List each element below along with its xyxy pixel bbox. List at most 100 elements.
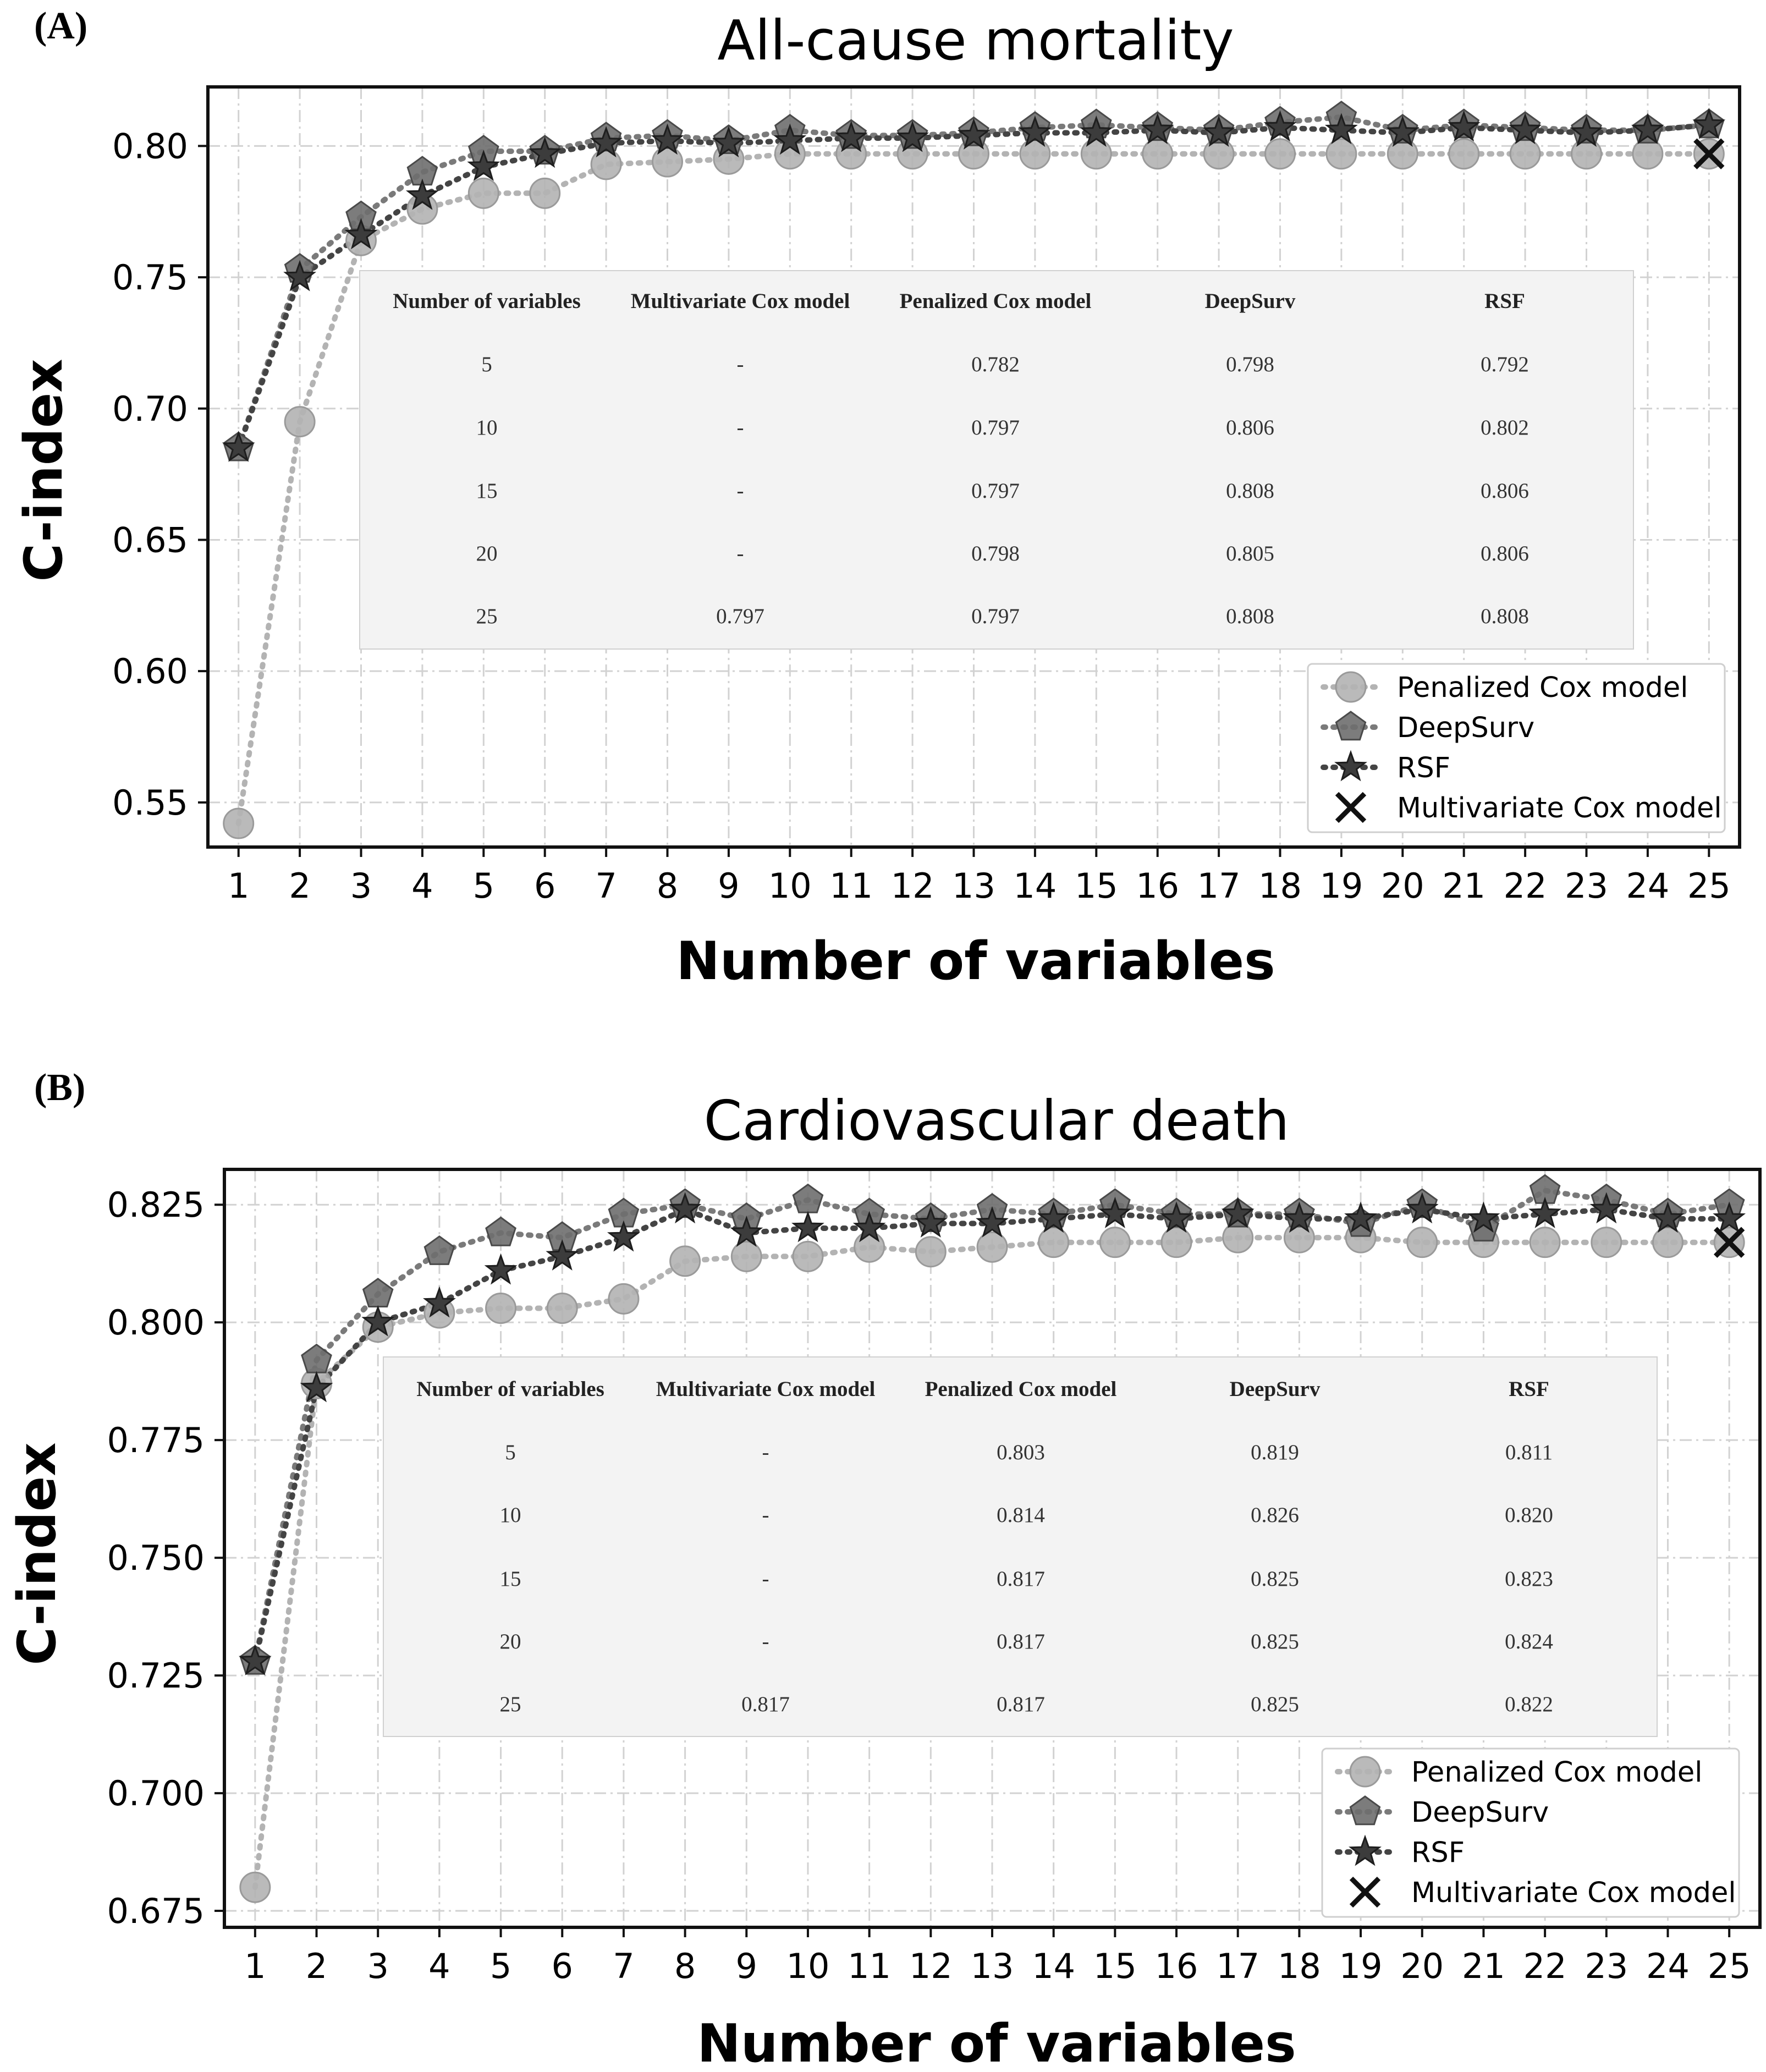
table-cell: 0.797: [716, 604, 764, 628]
penalized-cox-model-point: [669, 1245, 701, 1277]
legend-marker-penalized-cox-model: [1349, 1756, 1381, 1788]
legend-item-deepsurv: DeepSurv: [1335, 1795, 1549, 1829]
x-tick-label: 15: [1075, 866, 1118, 906]
table-cell: -: [762, 1441, 769, 1464]
penalized-cox-model-point: [485, 1292, 517, 1324]
rsf-point: [484, 1253, 518, 1285]
table-header-cell: Number of variables: [416, 1377, 604, 1401]
legend-label: Multivariate Cox model: [1397, 792, 1722, 825]
x-tick-label: 24: [1626, 866, 1669, 906]
y-tick-label: 0.750: [107, 1538, 205, 1578]
y-tick-label: 0.725: [107, 1656, 205, 1696]
x-tick-label: 11: [848, 1946, 891, 1986]
x-tick-label: 14: [1032, 1946, 1075, 1986]
penalized-cox-model-point: [1652, 1227, 1684, 1258]
table-cell: 10: [500, 1503, 521, 1527]
legend-marker-rsf: [1349, 1834, 1382, 1866]
legend-item-penalized-cox-model: Penalized Cox model: [1321, 671, 1688, 704]
panel-a-x-axis-label: Number of variables: [676, 931, 1275, 992]
penalized-cox-model-point: [854, 1231, 885, 1263]
x-tick-label: 2: [289, 866, 310, 906]
legend-label: Penalized Cox model: [1411, 1756, 1702, 1789]
rsf-point: [1098, 1196, 1132, 1228]
penalized-cox-model-point: [1080, 138, 1112, 170]
penalized-cox-model-point: [1160, 1227, 1192, 1258]
rsf-point: [238, 1644, 272, 1675]
table-cell: 0.808: [1226, 479, 1274, 503]
table-cell: 0.825: [1251, 1692, 1299, 1716]
table-row: 10 - 0.814 0.826 0.820: [500, 1503, 1553, 1527]
y-tick-label: 0.70: [112, 389, 188, 429]
penalized-cox-model-point: [608, 1283, 640, 1315]
x-tick-label: 23: [1565, 866, 1608, 906]
panel-a-series-markers: [222, 101, 1726, 839]
rsf-point: [773, 123, 807, 155]
panel-b: (B) Cardiovascular death 1 2 3 4 5 6 7 8 9 10 11 12…: [7, 1067, 1762, 2072]
rsf-series: [222, 107, 1726, 462]
x-tick-label: 25: [1708, 1946, 1751, 1986]
legend-marker-deepsurv: [1335, 711, 1367, 741]
table-cell: 20: [476, 542, 498, 565]
x-tick-label: 24: [1646, 1946, 1690, 1986]
x-tick-label: 1: [228, 866, 249, 906]
table-row: 20 - 0.798 0.805 0.806: [476, 542, 1529, 565]
x-tick-label: 10: [768, 866, 812, 906]
table-header-cell: Penalized Cox model: [925, 1377, 1117, 1401]
x-tick-label: 3: [350, 866, 372, 906]
deepsurv-point: [485, 1216, 516, 1246]
x-tick-label: 1: [244, 1946, 266, 1986]
x-tick-label: 19: [1339, 1946, 1383, 1986]
panel-b-y-axis-label: C-index: [7, 1442, 68, 1665]
penalized-cox-model-series: [223, 138, 1725, 839]
legend-item-rsf: RSF: [1321, 750, 1450, 784]
table-cell: 0.823: [1505, 1567, 1553, 1591]
table-background: [359, 270, 1634, 650]
panel-a-label: (A): [34, 5, 87, 47]
x-tick-label: 9: [718, 866, 739, 906]
rsf-point: [1018, 116, 1052, 147]
x-tick-label: 8: [674, 1946, 696, 1986]
x-tick-label: 20: [1400, 1946, 1444, 1986]
y-tick-label: 0.675: [107, 1891, 205, 1931]
penalized-cox-model-point: [915, 1236, 947, 1268]
panel-a-plot: 1 2 3 4 5 6 7 8 9 10 11 12 13 14 15 16 17 18 19 20 21 22 23 24 2…: [112, 85, 1741, 906]
x-tick-label: 22: [1523, 1946, 1567, 1986]
table-row: 25 0.817 0.817 0.825 0.822: [500, 1692, 1553, 1716]
rsf-point: [1202, 116, 1236, 147]
rsf-point: [1037, 1201, 1070, 1233]
table-cell: 25: [500, 1692, 521, 1716]
panel-a-y-ticks: 0.55 0.60 0.65 0.70 0.75 0.80: [112, 126, 208, 823]
legend-label: DeepSurv: [1397, 712, 1534, 744]
table-cell: 0.817: [997, 1692, 1045, 1716]
x-tick-label: 12: [909, 1946, 953, 1986]
legend-label: Penalized Cox model: [1397, 672, 1688, 704]
legend-box: [1307, 663, 1726, 833]
rsf-point: [1713, 1201, 1746, 1233]
table-cell: 15: [500, 1567, 521, 1591]
rsf-point: [791, 1211, 824, 1243]
x-tick-label: 25: [1687, 866, 1731, 906]
panel-a-y-axis-label: C-index: [14, 359, 74, 581]
x-tick-label: 14: [1013, 866, 1057, 906]
penalized-cox-model-point: [976, 1231, 1008, 1263]
x-tick-label: 5: [490, 1946, 511, 1986]
table-header-cell: DeepSurv: [1230, 1377, 1321, 1401]
table-cell: 0.820: [1505, 1503, 1553, 1527]
x-tick-label: 2: [306, 1946, 327, 1986]
penalized-cox-model-point: [1142, 138, 1174, 170]
rsf-point: [422, 1286, 456, 1318]
rsf-point: [834, 120, 868, 152]
panel-a-title: All-cause mortality: [717, 8, 1234, 73]
rsf-point: [1221, 1196, 1255, 1228]
x-tick-label: 13: [952, 866, 995, 906]
legend-box: [1321, 1747, 1740, 1918]
rsf-point: [1509, 113, 1542, 145]
table-cell: -: [762, 1630, 769, 1653]
table-row: 25 0.797 0.797 0.808 0.808: [476, 604, 1529, 628]
penalized-cox-model-point: [1325, 138, 1357, 170]
rsf-point: [914, 1206, 948, 1238]
table-cell: 5: [481, 353, 492, 376]
legend-label: RSF: [1397, 752, 1450, 784]
rsf-point: [1160, 1201, 1193, 1233]
table-cell: 0.822: [1505, 1692, 1553, 1716]
